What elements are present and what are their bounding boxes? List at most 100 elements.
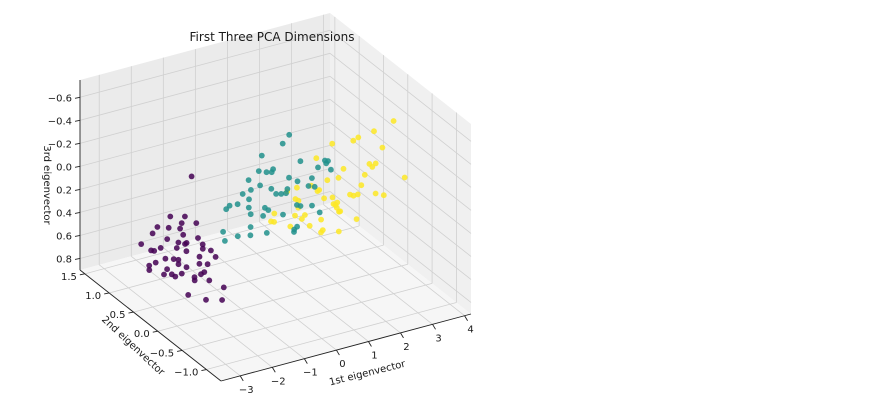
- data-point-series-2: [305, 183, 312, 189]
- grid-line-x: [195, 238, 337, 351]
- grid-line-y: [84, 206, 335, 275]
- data-point-series-3: [334, 199, 341, 206]
- grid-line-z: [329, 168, 472, 280]
- z-tick-label: 0.0: [56, 162, 72, 173]
- data-point-series-3: [361, 171, 368, 178]
- data-point-series-3: [324, 177, 331, 184]
- data-point-series-1: [185, 292, 192, 298]
- data-point-series-1: [175, 239, 182, 246]
- data-point-series-3: [366, 161, 373, 167]
- data-point-series-1: [199, 245, 206, 252]
- data-point-series-1: [206, 277, 213, 284]
- data-point-series-1: [157, 245, 164, 251]
- data-point-series-3: [372, 190, 379, 197]
- data-point-series-1: [212, 254, 219, 260]
- z-tick-label: 0.6: [56, 231, 72, 242]
- data-point-series-2: [315, 164, 321, 171]
- data-points: [138, 118, 408, 303]
- data-point-series-3: [353, 216, 360, 223]
- data-point-series-1: [172, 273, 179, 280]
- data-point-series-2: [297, 203, 304, 209]
- y-axis-line: [79, 269, 222, 382]
- data-point-series-2: [322, 157, 328, 164]
- back-pane-yz: [330, 13, 471, 314]
- grid-line-z: [79, 52, 331, 121]
- grid-line-x: [291, 212, 433, 325]
- data-point-series-1: [208, 247, 214, 254]
- x-tick: [239, 375, 244, 382]
- z-tick: [74, 165, 81, 168]
- z-axis-label: 3rd eigenvector: [41, 145, 52, 225]
- x-tick-label: 2: [403, 342, 409, 353]
- y-tick: [128, 311, 134, 314]
- data-point-series-2: [239, 191, 246, 197]
- data-point-series-2: [234, 233, 241, 240]
- data-point-series-1: [162, 255, 169, 262]
- data-point-series-1: [219, 297, 226, 303]
- data-point-series-3: [336, 208, 342, 215]
- data-point-series-2: [283, 190, 289, 197]
- grid-line-y: [109, 225, 360, 294]
- data-point-series-3: [358, 182, 365, 189]
- data-point-series-2: [222, 238, 228, 244]
- x-tick: [464, 315, 468, 321]
- data-point-series-3: [401, 174, 408, 181]
- z-tick: [74, 96, 81, 99]
- data-point-series-1: [138, 241, 145, 248]
- data-point-series-1: [175, 256, 182, 263]
- data-point-series-1: [154, 224, 161, 230]
- y-tick-label: 0.5: [110, 310, 126, 321]
- y-tick-label: 1.0: [85, 291, 101, 302]
- data-point-series-2: [234, 201, 241, 208]
- grid-line-z: [79, 29, 331, 98]
- x-tick: [303, 358, 308, 364]
- z-tick: [74, 119, 81, 122]
- axis-lines: [79, 80, 472, 382]
- grid-line-x: [259, 221, 401, 334]
- data-point-series-3: [306, 222, 313, 229]
- data-point-series-1: [188, 173, 195, 180]
- z-tick: [74, 211, 81, 214]
- z-tick: [74, 258, 81, 260]
- data-point-series-3: [371, 128, 377, 135]
- data-point-series-1: [203, 296, 209, 303]
- data-point-series-3: [350, 137, 357, 144]
- z-tick-label: −0.6: [48, 93, 72, 104]
- data-point-series-3: [294, 184, 300, 191]
- data-point-series-1: [196, 260, 203, 267]
- data-point-series-2: [255, 168, 262, 175]
- data-point-series-3: [292, 196, 299, 202]
- data-point-series-3: [319, 227, 326, 234]
- grid-line-z: [329, 99, 472, 211]
- data-point-series-3: [292, 212, 298, 219]
- data-point-series-2: [273, 191, 279, 197]
- y-tick: [152, 330, 158, 333]
- grid-line-z: [79, 145, 331, 213]
- data-point-series-2: [309, 175, 315, 182]
- data-point-series-1: [178, 270, 185, 277]
- grid-lines: [79, 14, 472, 377]
- data-point-series-1: [167, 213, 174, 220]
- data-point-series-3: [335, 174, 342, 181]
- data-point-series-1: [175, 261, 182, 268]
- data-point-series-2: [245, 177, 252, 184]
- data-point-series-1: [193, 220, 200, 227]
- data-point-series-2: [297, 158, 304, 165]
- data-point-series-1: [173, 245, 180, 251]
- grid-line-z: [329, 145, 472, 257]
- data-point-series-2: [280, 211, 286, 218]
- data-point-series-2: [294, 178, 301, 185]
- data-point-series-2: [247, 232, 254, 239]
- z-tick: [74, 235, 81, 237]
- data-point-series-1: [177, 225, 184, 232]
- data-point-series-2: [311, 183, 318, 190]
- grid-line-y: [206, 302, 457, 370]
- data-point-series-1: [191, 277, 198, 284]
- z-tick: [74, 142, 81, 145]
- grid-line-y: [133, 244, 384, 313]
- data-point-series-2: [263, 169, 270, 176]
- grid-line-z: [329, 52, 472, 165]
- data-point-series-3: [340, 165, 347, 172]
- grid-line-x: [227, 230, 369, 342]
